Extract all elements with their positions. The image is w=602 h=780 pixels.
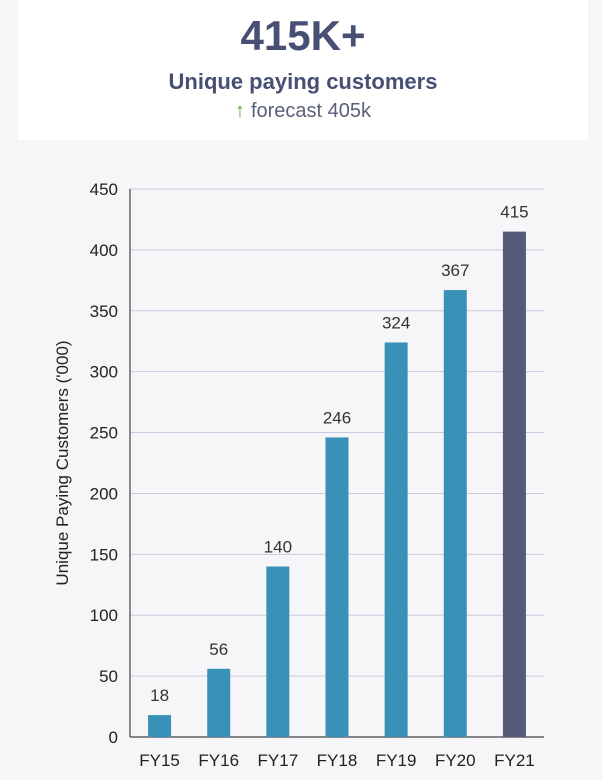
- data-label: 140: [264, 538, 292, 557]
- bar: [502, 231, 526, 737]
- headline-stat: 415K+: [240, 12, 366, 59]
- forecast-line: ↑ forecast 405k: [18, 100, 588, 123]
- x-tick-label: FY18: [317, 751, 358, 770]
- data-label: 246: [323, 408, 351, 427]
- x-tick-label: FY19: [376, 751, 417, 770]
- y-tick-label: 50: [99, 667, 118, 686]
- data-label: 56: [209, 640, 228, 659]
- bar: [207, 668, 231, 737]
- bar: [443, 290, 467, 737]
- y-tick-label: 100: [90, 606, 118, 625]
- y-tick-label: 150: [90, 545, 118, 564]
- bar: [325, 437, 349, 737]
- data-label: 18: [150, 686, 169, 705]
- x-tick-label: FY16: [198, 751, 239, 770]
- y-tick-label: 0: [109, 728, 118, 747]
- forecast-text: forecast 405k: [250, 100, 372, 122]
- bar: [148, 715, 172, 737]
- x-tick-label: FY17: [258, 751, 299, 770]
- y-tick-label: 300: [90, 363, 118, 382]
- header-card: 415K+ Unique paying customers ↑ forecast …: [18, 0, 588, 140]
- x-tick-label: FY20: [435, 751, 476, 770]
- y-tick-label: 450: [90, 180, 118, 199]
- y-tick-label: 350: [90, 302, 118, 321]
- y-tick-label: 200: [90, 484, 118, 503]
- y-tick-label: 400: [90, 241, 118, 260]
- bar: [266, 566, 290, 737]
- x-tick-label: FY15: [139, 751, 180, 770]
- data-label: 324: [382, 313, 410, 332]
- y-tick-label: 250: [90, 424, 118, 443]
- x-tick-label: FY21: [494, 751, 535, 770]
- headline-subtitle: Unique paying customers: [168, 69, 438, 94]
- up-arrow-icon: ↑: [234, 100, 245, 122]
- bar: [384, 342, 408, 737]
- data-label: 367: [441, 261, 469, 280]
- y-axis-title: Unique Paying Customers ('000): [53, 340, 72, 585]
- data-label: 415: [500, 203, 528, 222]
